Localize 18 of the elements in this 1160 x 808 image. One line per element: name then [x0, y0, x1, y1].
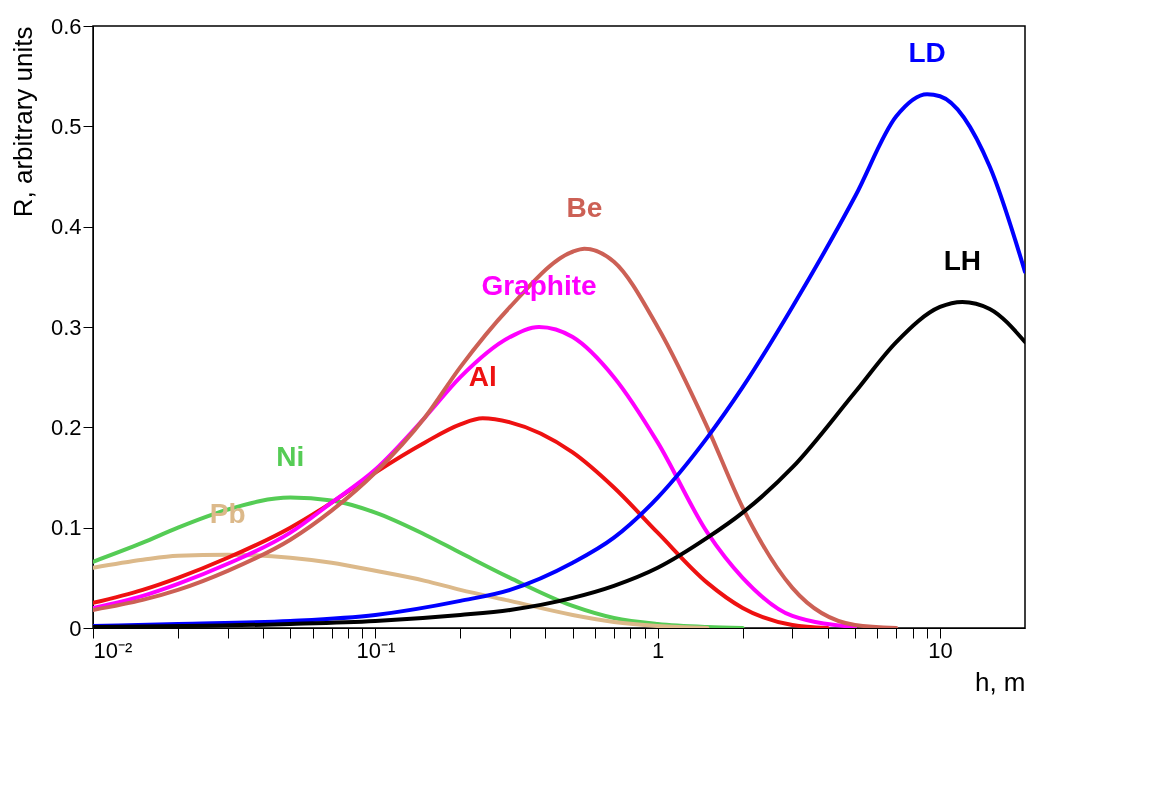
series-label: LH: [943, 244, 982, 276]
y-tick-label: 0.2: [50, 414, 82, 440]
y-tick-label: 0.6: [50, 13, 82, 39]
series-label: Ni: [276, 440, 305, 472]
x-tick-label: 1: [652, 637, 665, 663]
y-tick-label: 0.5: [50, 113, 82, 139]
y-tick-label: 0.1: [50, 515, 82, 541]
x-axis-title: h, m: [974, 666, 1026, 697]
series-label: Be: [566, 191, 603, 223]
x-tick-label: 10⁻¹: [356, 637, 396, 663]
y-axis-title: R, arbitrary units: [7, 26, 38, 218]
y-tick-label: 0: [69, 615, 82, 641]
y-tick-label: 0.4: [50, 214, 82, 240]
y-tick-label: 0.3: [50, 314, 82, 340]
series-label: Al: [468, 361, 497, 393]
x-tick-label: 10: [928, 637, 953, 663]
series-label: LD: [908, 37, 946, 69]
x-tick-label: 10⁻²: [93, 637, 133, 663]
